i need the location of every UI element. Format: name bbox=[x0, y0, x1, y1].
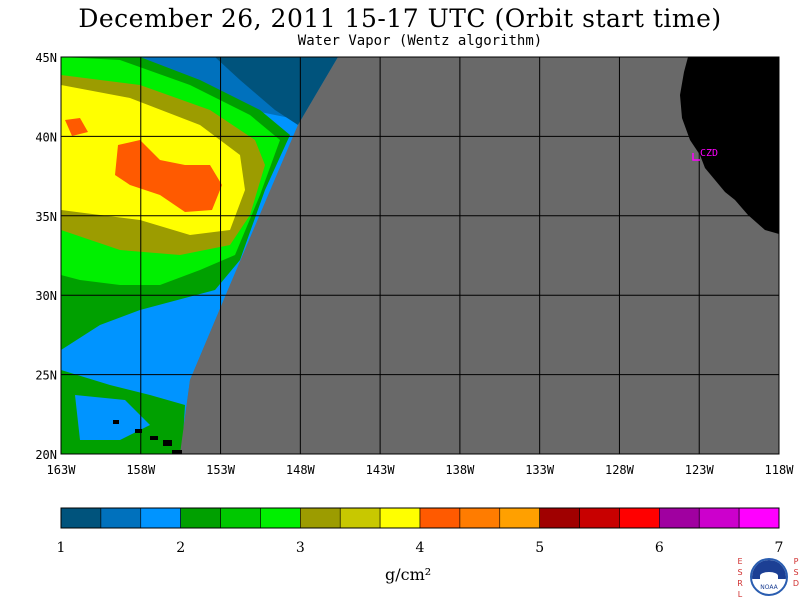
no-data-wedge bbox=[180, 57, 779, 454]
station-label: CZD bbox=[700, 148, 718, 159]
latitude-label: 25N bbox=[35, 369, 57, 383]
map-frame bbox=[60, 56, 780, 455]
longitude-label: 118W bbox=[765, 463, 795, 477]
island-oahu bbox=[135, 429, 142, 433]
colorbar-swatch bbox=[698, 507, 740, 529]
longitude-label: 123W bbox=[685, 463, 715, 477]
colorbar-tick-label: 1 bbox=[57, 540, 66, 556]
swath-orange-spot bbox=[65, 118, 88, 136]
swath-south-blue bbox=[75, 395, 150, 440]
seal-text: NOAA bbox=[760, 584, 778, 591]
colorbar-swatch bbox=[659, 507, 700, 529]
north-america-land bbox=[680, 57, 779, 234]
latitude-label: 35N bbox=[35, 210, 57, 224]
logo-letter: E bbox=[737, 557, 743, 566]
longitude-label: 138W bbox=[445, 463, 475, 477]
island-big bbox=[163, 440, 172, 446]
latitude-label: 40N bbox=[35, 130, 57, 144]
colorbar-swatch bbox=[738, 507, 780, 529]
station-marker-icon bbox=[692, 153, 700, 161]
noaa-logo: E S R L NOAA P S D bbox=[736, 556, 800, 600]
logo-right-letters: P S D bbox=[792, 556, 800, 589]
latitude-labels: 45N 40N 35N 30N 25N 20N bbox=[35, 51, 57, 462]
colorbar-swatch bbox=[539, 507, 580, 529]
colorbar-tick-label: 3 bbox=[296, 540, 305, 556]
logo-left-letters: E S R L bbox=[736, 556, 744, 600]
colorbar-swatch bbox=[260, 507, 301, 529]
island-maui bbox=[150, 436, 158, 440]
longitude-label: 158W bbox=[126, 463, 156, 477]
noaa-seal-icon: NOAA bbox=[750, 558, 788, 596]
map-title: December 26, 2011 15-17 UTC (Orbit start… bbox=[78, 4, 722, 33]
colorbar-swatch bbox=[379, 507, 421, 529]
longitude-labels: 163W 158W 153W 148W 143W 138W 133W 128W 123W 118W bbox=[47, 463, 795, 477]
logo-letter: P bbox=[793, 557, 799, 566]
colorbar-tick-label: 2 bbox=[176, 540, 185, 556]
longitude-label: 133W bbox=[525, 463, 555, 477]
longitude-label: 148W bbox=[286, 463, 316, 477]
colorbar-swatch bbox=[339, 507, 381, 529]
swath-lowest-vapor bbox=[215, 57, 338, 125]
island-kauai bbox=[113, 420, 119, 424]
island-hawaii-south bbox=[172, 450, 182, 454]
logo-letter: S bbox=[737, 568, 743, 577]
colorbar-swatch bbox=[100, 507, 142, 529]
logo-letter: R bbox=[737, 579, 743, 588]
colorbar-swatch bbox=[180, 507, 221, 529]
lat-lon-grid bbox=[61, 57, 779, 454]
longitude-label: 143W bbox=[366, 463, 396, 477]
logo-letter: D bbox=[792, 579, 800, 588]
longitude-label: 163W bbox=[47, 463, 77, 477]
logo-letter: S bbox=[793, 568, 799, 577]
colorbar-tick-label: 7 bbox=[775, 540, 784, 556]
latitude-label: 45N bbox=[35, 51, 57, 65]
colorbar bbox=[60, 507, 780, 529]
colorbar-frame bbox=[60, 507, 780, 529]
logo-letter: L bbox=[737, 590, 743, 599]
colorbar-swatch bbox=[619, 507, 660, 529]
longitude-label: 128W bbox=[605, 463, 635, 477]
colorbar-tick-label: 5 bbox=[535, 540, 544, 556]
colorbar-swatch bbox=[499, 507, 540, 529]
longitude-label: 153W bbox=[206, 463, 236, 477]
colorbar-tick-label: 6 bbox=[655, 540, 664, 556]
colorbar-unit: g/cm² bbox=[385, 565, 432, 584]
colorbar-swatch bbox=[459, 507, 501, 529]
swath-orange-core bbox=[115, 140, 222, 212]
colorbar-swatch bbox=[140, 507, 181, 529]
colorbar-swatch bbox=[60, 507, 102, 529]
latitude-label: 20N bbox=[35, 448, 57, 462]
colorbar-swatch bbox=[419, 507, 461, 529]
latitude-label: 30N bbox=[35, 289, 57, 303]
colorbar-swatch bbox=[579, 507, 620, 529]
colorbar-swatch bbox=[300, 507, 341, 529]
colorbar-tick-labels: 1 2 3 4 5 6 7 bbox=[57, 540, 784, 556]
colorbar-tick-label: 4 bbox=[416, 540, 425, 556]
map-subtitle: Water Vapor (Wentz algorithm) bbox=[297, 33, 543, 49]
colorbar-swatch bbox=[220, 507, 261, 529]
